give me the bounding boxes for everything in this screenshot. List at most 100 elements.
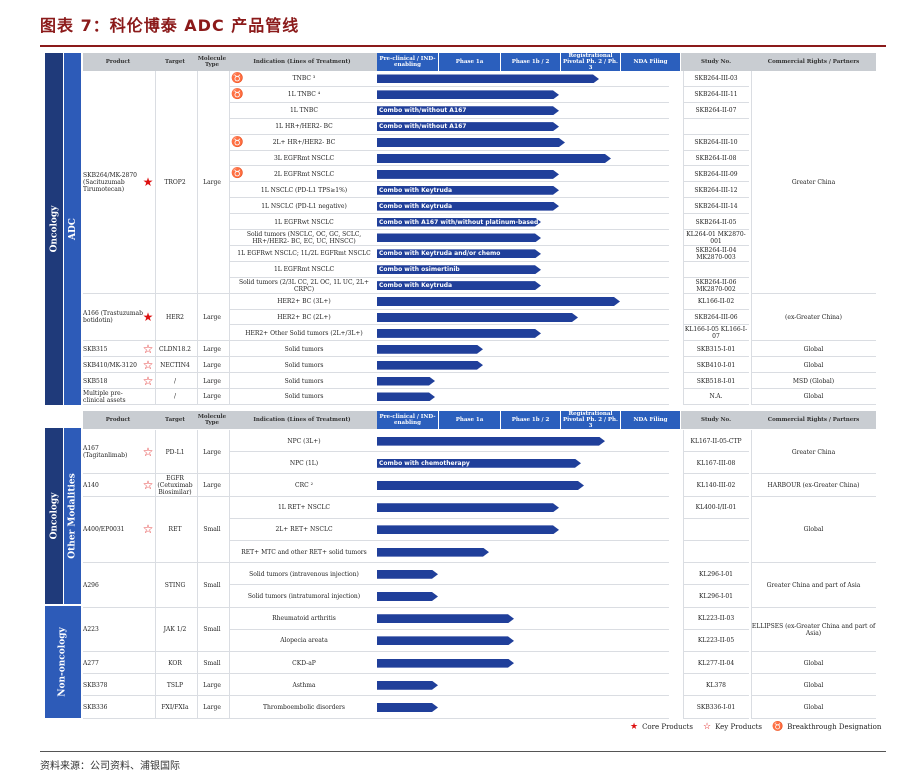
- study-number: KL140-III-02: [696, 481, 736, 489]
- study-divider: [683, 388, 749, 389]
- study-divider: [683, 197, 749, 199]
- study-divider: [683, 517, 749, 519]
- molecule-type: Large: [203, 703, 221, 711]
- row-divider: [229, 149, 669, 151]
- column-divider: [229, 430, 230, 719]
- indication-label: Solid tumors (intravenous injection): [249, 570, 359, 578]
- legend-bt: ♉ Breakthrough Designation: [772, 722, 881, 732]
- indication-label: Solid tumors (NSCLC, OC, GC, SCLC, HR+/H…: [246, 230, 362, 245]
- column-divider: [683, 71, 684, 405]
- title-rule: [40, 45, 886, 47]
- product-name: A296: [83, 581, 99, 589]
- legend-bt-label: Breakthrough Designation: [787, 723, 882, 731]
- indication-label: 3L EGFRmt NSCLC: [273, 154, 335, 162]
- hdr2-indication: Indication (Lines of Treatment): [253, 417, 351, 423]
- molecule-type: Small: [203, 526, 221, 534]
- key-star-icon: ☆: [142, 522, 154, 537]
- key-star-icon: ☆: [142, 477, 154, 492]
- molecule-type: Large: [203, 361, 221, 369]
- study-divider: [683, 540, 749, 541]
- phase-bar: Combo with/without A167: [377, 122, 559, 131]
- rights-divider: [751, 403, 876, 405]
- study-divider: [683, 695, 749, 697]
- product-name: SKB336: [83, 703, 108, 711]
- row-divider: [229, 451, 669, 453]
- molecule-type: Small: [203, 581, 221, 589]
- indication-label: HER2+ BC (2L+): [277, 313, 331, 321]
- target-label: JAK 1/2: [163, 626, 187, 634]
- molecule-type: Small: [203, 659, 221, 667]
- study-number: SKB264-III-12: [694, 186, 738, 194]
- indication-label: 1L EGFRwt NSCLC; 1L/2L EGFRmt NSCLC: [237, 250, 371, 258]
- hdr2-target: Target: [165, 417, 185, 423]
- indication-label: 1L EGFRmt NSCLC: [273, 266, 335, 274]
- study-divider: [683, 181, 749, 183]
- hdr2-phase-pre: Pre-clinical / IND-enabling: [377, 411, 439, 429]
- rights-divider: [751, 388, 876, 389]
- breakthrough-medal-icon: ♉: [231, 136, 244, 148]
- indication-label: Solid tumors: [284, 361, 324, 369]
- phase-bar: [377, 659, 514, 668]
- target-label: NECTIN4: [160, 361, 190, 369]
- study-divider: [683, 473, 749, 475]
- phase-bar: [377, 437, 605, 446]
- study-number: KL277-II-04: [697, 659, 735, 667]
- product-name: A277: [83, 659, 99, 667]
- study-number: SKB264-II-07: [695, 107, 737, 115]
- study-number: SKB336-I-01: [696, 703, 736, 711]
- commercial-rights: Global: [803, 703, 824, 711]
- product-name: A223: [83, 626, 99, 634]
- target-label: KOR: [168, 659, 182, 667]
- rights-divider: [751, 673, 876, 675]
- source-note: 资料来源：公司资料、浦银国际: [40, 761, 180, 772]
- row-divider: [229, 540, 669, 541]
- key-star-icon: ☆: [142, 444, 154, 459]
- row-divider: [229, 308, 669, 310]
- breakthrough-medal-icon: ♉: [231, 73, 244, 84]
- target-label: FXI/FXIa: [161, 703, 189, 711]
- study-divider: [683, 149, 749, 151]
- study-number: SKB264-III-14: [694, 202, 738, 210]
- indication-label: 1L RET+ NSCLC: [277, 504, 331, 512]
- target-label: /: [173, 377, 177, 385]
- indication-label: Rheumatoid arthritis: [272, 615, 336, 623]
- study-number: [683, 519, 749, 541]
- phase-bar: [377, 154, 611, 163]
- phase-bar: [377, 392, 435, 401]
- column-divider: [197, 430, 198, 719]
- phase-bar: [377, 681, 438, 690]
- legend-key-label: Key Products: [715, 723, 763, 731]
- product-name: SKB378: [83, 681, 108, 689]
- commercial-rights: Greater China: [791, 448, 836, 456]
- study-divider: [683, 673, 749, 675]
- molecule-type: Large: [203, 393, 221, 401]
- row-divider: [229, 673, 669, 675]
- row-divider: [229, 181, 669, 183]
- study-divider: [683, 717, 749, 719]
- product-divider: [83, 356, 229, 358]
- study-divider: [683, 101, 749, 103]
- indication-label: Solid tumors: [284, 393, 324, 401]
- row-divider: [229, 403, 669, 405]
- phase-bar: [377, 361, 483, 370]
- column-divider: [683, 430, 684, 719]
- indication-label: 2L EGFRmt NSCLC: [273, 170, 335, 178]
- hdr2-phase-1a: Phase 1a: [439, 411, 501, 429]
- row-divider: [229, 197, 669, 199]
- indication-label: CKD-aP: [292, 659, 316, 667]
- molecule-type: Large: [203, 481, 221, 489]
- indication-label: Asthma: [292, 681, 316, 689]
- indication-label: RET+ MTC and other RET+ solid tumors: [241, 548, 367, 556]
- molecule-type: Large: [203, 313, 221, 321]
- hdr2-phase-reg: Registrational Pivotal Ph. 2 / Ph. 3: [561, 411, 621, 429]
- study-number: SKB264-III-09: [694, 170, 738, 178]
- commercial-rights: Global: [803, 681, 824, 689]
- study-divider: [683, 495, 749, 497]
- row-divider: [229, 260, 669, 262]
- indication-label: Alopecia areata: [280, 637, 328, 645]
- study-number: KL223-II-05: [697, 637, 735, 645]
- hdr-type: Molecule Type: [197, 56, 227, 68]
- study-number: [683, 119, 749, 135]
- row-divider: [229, 651, 669, 652]
- hdr2-type: Molecule Type: [197, 414, 227, 426]
